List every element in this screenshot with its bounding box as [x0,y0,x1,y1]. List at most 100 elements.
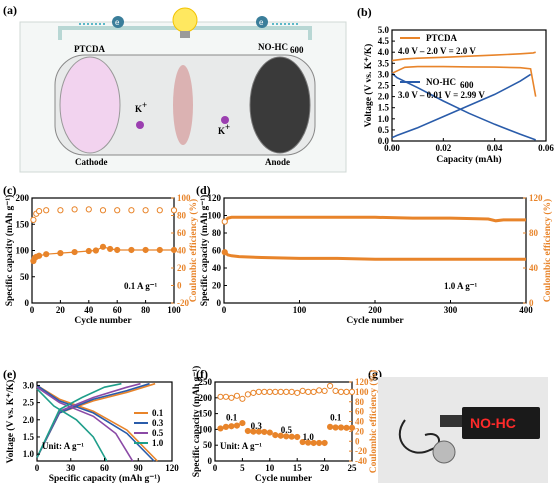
chart-c-x-tick-label: 100 [167,305,181,315]
chart-f-efficiency-point [343,388,350,395]
chart-d-y2-tick-label: 120 [529,193,543,203]
chart-b-y-tick-label: 3.0 [378,69,390,79]
chart-c-y2-tick-label: 20 [177,263,187,273]
chart-f-y2-tick-label: 80 [355,397,365,407]
chart-c-y2-tick-label: 80 [177,211,187,221]
chart-d-y-tick-label: 80 [212,228,222,238]
chart-b-annotation: PTCDA [426,33,457,43]
chart-d-y-tick-label: 40 [212,263,222,273]
chart-d-y2-tick-label: 0 [529,298,534,308]
electron-symbol: e [115,18,120,27]
chart-c-capacity-point [170,246,178,254]
chart-f-annotation: 0.5 [281,425,293,435]
bulb-icon [172,7,198,33]
chart-f-capacity-point [316,439,323,447]
anode-title: NO-HC [258,42,288,52]
chart-f-y2label: Coulombic efficiency (%) [368,370,379,473]
chart-b-y-tick-label: 3.5 [378,58,390,68]
chart-f-efficiency-point [305,388,312,395]
chart-f-capacity-point [222,423,230,430]
led-display-text: NO-HC [470,415,516,431]
chart-f-x-tick-label: 20 [320,463,330,473]
chart-d-xlabel: Cycle number [346,316,404,326]
chart-e-legend-label: 0.1 [152,408,164,418]
chart-f-capacity-point [261,428,268,436]
chart-d-x-tick-label: 300 [444,305,458,315]
charts-layer: 0.00.51.01.52.02.53.03.54.04.55.00.00 0.0… [4,25,554,484]
chart-c-y2label: Coulombic efficiency (%) [188,199,199,302]
chart-c-capacity-point [57,250,64,257]
chart-f-efficiency-point [261,388,268,395]
chart-f-efficiency-point [310,388,317,395]
chart-f-efficiency-point [321,387,328,394]
potassium-ion-label: K [135,104,142,114]
chart-c-y-tick-label: 0 [25,298,30,308]
chart-c-capacity-point [128,246,135,254]
electron-icon [112,16,124,28]
chart-f-efficiency-point [288,388,295,395]
chart-f-efficiency-point [266,388,273,395]
chart-b-series-line [391,51,536,62]
chart-f-ylabel: Specific capacity (mAh g⁻¹) [191,366,202,478]
chart-c-x-tick-label: 0 [30,305,35,315]
chart-c-x-tick-label: 40 [84,305,94,315]
panel-label-f: (f) [196,367,208,381]
chart-d-frame [223,197,527,304]
chart-d-x-tick-label: 200 [368,305,382,315]
chart-d-ylabel: Specific capacity (mAh g⁻¹) [199,195,210,307]
chart-f-y2-tick-label: 100 [355,387,369,397]
chart-f-capacity-point [217,425,224,432]
chart-d-x-tick-label: 100 [293,305,307,315]
chart-c-capacity-point [85,247,92,255]
chart-f-efficiency-point [348,388,356,395]
chart-f-capacity-point [239,419,246,427]
chart-c-efficiency-point [43,207,50,214]
chart-f-xlabel: Cycle number [255,474,313,484]
chart-c-efficiency-point [128,207,135,214]
chart-d-y-tick-label: 0 [217,298,222,308]
chart-f-annotation: Unit: A g⁻¹ [220,441,262,451]
panel-label-c: (c) [3,183,16,197]
chart-d-efficiency-point [221,218,228,225]
potassium-ion-charge: + [142,100,147,110]
panel-label-d: (d) [196,183,211,197]
chart-f-capacity-point [326,423,334,430]
chart-c-efficiency-point [71,206,78,213]
chart-b-series-line [391,72,536,141]
chart-c-x-tick-label: 20 [56,305,66,315]
chart-f-efficiency-point [294,389,301,396]
usb-plug [440,415,468,427]
chart-f-capacity-point [228,423,235,430]
chart-b-series-line [391,65,537,97]
usb-cable [398,419,440,454]
anode-label: Anode [265,157,290,167]
chart-c-ylabel: Specific capacity (mAh g⁻¹) [4,195,15,307]
chart-b-annotation: 4.0 V – 2.0 V = 2.0 V [398,46,476,56]
chart-f-y2-tick-label: 120 [355,377,369,387]
chart-c-capacity-point [142,246,149,254]
chart-b-y-tick-label: 4.5 [378,36,390,46]
chart-f-efficiency-point [250,389,257,396]
potassium-ion-icon [136,121,144,129]
chart-c-capacity-point [92,247,100,254]
chart-c-efficiency-point [156,207,163,214]
chart-e-x-tick-label: 30 [66,463,76,473]
chart-d-y2-tick-label: 80 [529,228,539,238]
chart-d-capacity-point [221,249,228,256]
chart-c-efficiency-point [85,206,92,213]
potassium-ion-icon [221,116,229,124]
chart-b-y-tick-label: 1.0 [378,114,390,124]
chart-e-y-tick-label: 1.0 [23,449,35,459]
chart-f-y2-tick-label: -40 [355,456,367,466]
chart-c-capacity-point [36,252,43,259]
chart-f-efficiency-point [228,394,235,401]
chart-f-efficiency-point [222,393,230,400]
panel-label-b: (b) [357,5,372,19]
chart-c-y-tick-label: 150 [16,219,30,229]
chart-f-x-tick-label: 5 [240,463,245,473]
chart-e-discharge-line [36,386,134,462]
cathode-title: PTCDA [74,44,105,54]
chart-f-y2-tick-label: 60 [355,407,365,417]
chart-f-y-tick-label: 100 [199,424,213,434]
chart-e-legend-label: 1.0 [152,438,164,448]
